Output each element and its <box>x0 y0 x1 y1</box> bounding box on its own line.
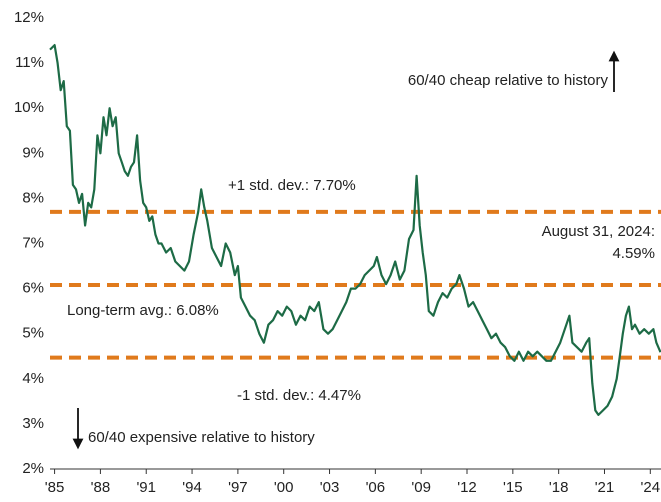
y-tick-label: 3% <box>22 415 44 432</box>
x-tick-label: '00 <box>274 479 294 496</box>
x-tick-label: '09 <box>411 479 431 496</box>
y-tick-label: 6% <box>22 280 44 297</box>
x-tick-label: '88 <box>91 479 111 496</box>
y-tick-label: 2% <box>22 460 44 477</box>
y-tick-label: 4% <box>22 370 44 387</box>
y-tick-label: 5% <box>22 325 44 342</box>
x-tick-label: '03 <box>320 479 340 496</box>
x-tick-label: '94 <box>182 479 202 496</box>
x-tick-label: '85 <box>45 479 65 496</box>
x-tick-label: '12 <box>457 479 477 496</box>
annotation-bg <box>520 219 658 267</box>
annotation: 60/40 cheap relative to history <box>408 72 609 89</box>
annotation: 60/40 expensive relative to history <box>88 429 315 446</box>
y-tick-label: 11% <box>15 54 44 71</box>
x-tick-label: '97 <box>228 479 248 496</box>
reference-label: Long-term avg.: 6.08% <box>67 302 219 319</box>
x-tick-label: '24 <box>641 479 661 496</box>
x-tick-label: '18 <box>549 479 569 496</box>
annotation: August 31, 2024: <box>542 223 655 240</box>
x-tick-label: '06 <box>366 479 386 496</box>
y-tick-label: 9% <box>22 144 44 161</box>
x-tick-label: '21 <box>595 479 615 496</box>
y-tick-label: 8% <box>22 189 44 206</box>
reference-label: -1 std. dev.: 4.47% <box>237 387 361 404</box>
x-tick-label: '91 <box>136 479 156 496</box>
reference-label: +1 std. dev.: 7.70% <box>228 177 356 194</box>
x-tick-label: '15 <box>503 479 523 496</box>
y-tick-label: 7% <box>22 234 44 251</box>
y-tick-label: 10% <box>14 99 44 116</box>
annotation: 4.59% <box>612 245 655 262</box>
y-tick-label: 12% <box>14 9 44 26</box>
data-line <box>49 44 661 416</box>
